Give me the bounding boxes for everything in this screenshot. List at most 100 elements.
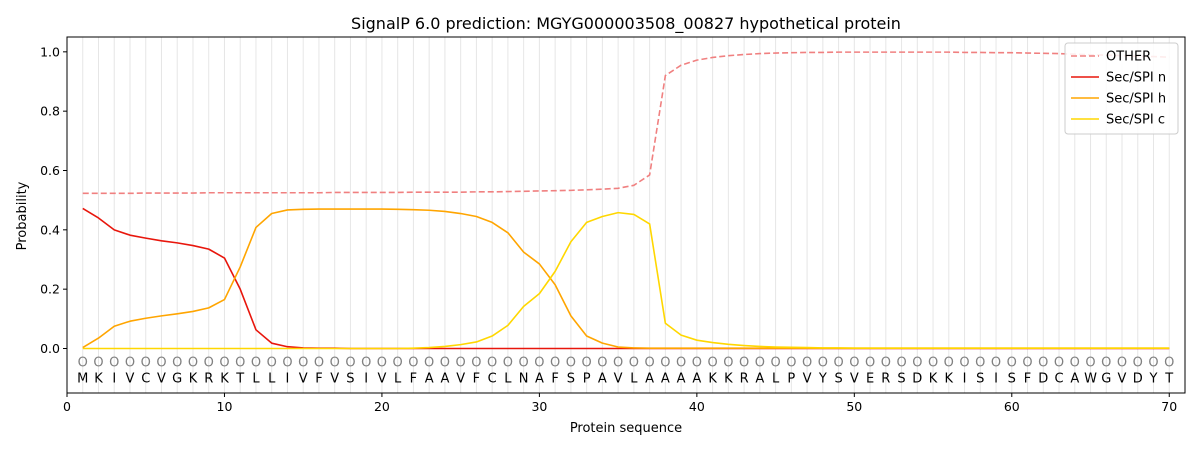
legend-label: Sec/SPI c [1106, 113, 1165, 128]
x-tick-label: 0 [63, 399, 71, 414]
series-line [82, 51, 1170, 195]
sequence-residue: F [315, 372, 322, 387]
residue-marker: O [172, 355, 182, 370]
sequence-residue: C [1054, 372, 1063, 387]
residue-marker: O [959, 355, 969, 370]
sequence-residue: V [456, 372, 465, 387]
sequence-residue: I [994, 372, 998, 387]
residue-marker: O [456, 355, 466, 370]
sequence-residue: I [364, 372, 368, 387]
sequence-residue: F [473, 372, 480, 387]
sequence-residue: R [204, 372, 213, 387]
sequence-residue: I [963, 372, 967, 387]
sequence-residue: A [425, 372, 434, 387]
sequence-residue: P [787, 372, 795, 387]
residue-marker: O [928, 355, 938, 370]
residue-marker: O [786, 355, 796, 370]
sequence-residue: D [1133, 372, 1143, 387]
residue-marker: O [833, 355, 843, 370]
y-tick-label: 0.8 [40, 104, 60, 119]
residue-marker: O [298, 355, 308, 370]
residue-marker: O [707, 355, 717, 370]
residue-marker: O [582, 355, 592, 370]
sequence-residue: S [976, 372, 984, 387]
residue-marker: O [1164, 355, 1174, 370]
x-tick-label: 70 [1161, 399, 1177, 414]
x-axis-label: Protein sequence [570, 421, 682, 436]
sequence-residue: R [740, 372, 749, 387]
residue-marker: O [141, 355, 151, 370]
residue-marker: O [944, 355, 954, 370]
sequence-residue: N [519, 372, 529, 387]
y-tick-label: 0.4 [40, 222, 60, 237]
residue-marker: O [424, 355, 434, 370]
residue-marker: O [204, 355, 214, 370]
residue-marker: O [755, 355, 765, 370]
sequence-residue: L [504, 372, 512, 387]
residue-marker: O [235, 355, 245, 370]
sequence-residue: V [299, 372, 308, 387]
sequence-residue: F [410, 372, 417, 387]
sequence-residue: D [1038, 372, 1048, 387]
sequence-residue: P [583, 372, 591, 387]
residue-marker: O [818, 355, 828, 370]
residue-marker: O [550, 355, 560, 370]
plot-frame [66, 36, 1186, 394]
residue-marker: O [109, 355, 119, 370]
residue-marker: O [1101, 355, 1111, 370]
sequence-residue: R [881, 372, 890, 387]
y-tick-label: 0.2 [40, 282, 60, 297]
y-axis-label: Probability [15, 181, 30, 250]
sequence-residue: G [172, 372, 182, 387]
x-tick-label: 10 [217, 399, 233, 414]
residue-marker: O [1133, 355, 1143, 370]
sequence-residue: C [488, 372, 497, 387]
sequence-residue: L [630, 372, 638, 387]
residue-marker: O [1148, 355, 1158, 370]
residue-marker: O [566, 355, 576, 370]
legend: OTHER Sec/SPI n Sec/SPI h Sec/SPI c [1064, 42, 1179, 135]
sequence-residue: K [724, 372, 733, 387]
residue-marker: O [503, 355, 513, 370]
residue-marker: O [471, 355, 481, 370]
sequence-residue: A [645, 372, 654, 387]
residue-marker: O [613, 355, 623, 370]
sequence-residue: S [1008, 372, 1016, 387]
residue-marker: O [534, 355, 544, 370]
sequence-residue: A [440, 372, 449, 387]
sequence-residue: A [692, 372, 701, 387]
sequence-residue: I [112, 372, 116, 387]
sequence-residue: K [708, 372, 717, 387]
residue-marker: O [629, 355, 639, 370]
sequence-residue: K [945, 372, 954, 387]
residue-marker: O [314, 355, 324, 370]
sequence-residue: T [235, 372, 244, 387]
residue-marker: O [361, 355, 371, 370]
y-tick-label: 1.0 [40, 44, 60, 59]
residue-marker: O [991, 355, 1001, 370]
residue-marker: O [408, 355, 418, 370]
residue-marker: O [739, 355, 749, 370]
residue-marker: O [267, 355, 277, 370]
sequence-residue: Y [1149, 372, 1158, 387]
residue-marker: O [487, 355, 497, 370]
residue-marker: O [330, 355, 340, 370]
sequence-residue: K [94, 372, 103, 387]
sequence-residue: Y [818, 372, 827, 387]
sequence-labels: OMOKOIOVOCOVOGOKOROKOTOLOLOIOVOFOVOSOIOV… [77, 355, 1174, 386]
sequence-residue: V [157, 372, 166, 387]
sequence-residue: S [346, 372, 354, 387]
sequence-residue: G [1101, 372, 1111, 387]
residue-marker: O [440, 355, 450, 370]
sequence-residue: C [141, 372, 150, 387]
series-lines [82, 51, 1170, 350]
residue-marker: O [975, 355, 985, 370]
sequence-residue: L [252, 372, 260, 387]
residue-marker: O [519, 355, 529, 370]
residue-marker: O [1054, 355, 1064, 370]
residue-marker: O [896, 355, 906, 370]
sequence-residue: V [377, 372, 386, 387]
sequence-residue: A [661, 372, 670, 387]
residue-marker: O [1022, 355, 1032, 370]
sequence-residue: V [803, 372, 812, 387]
